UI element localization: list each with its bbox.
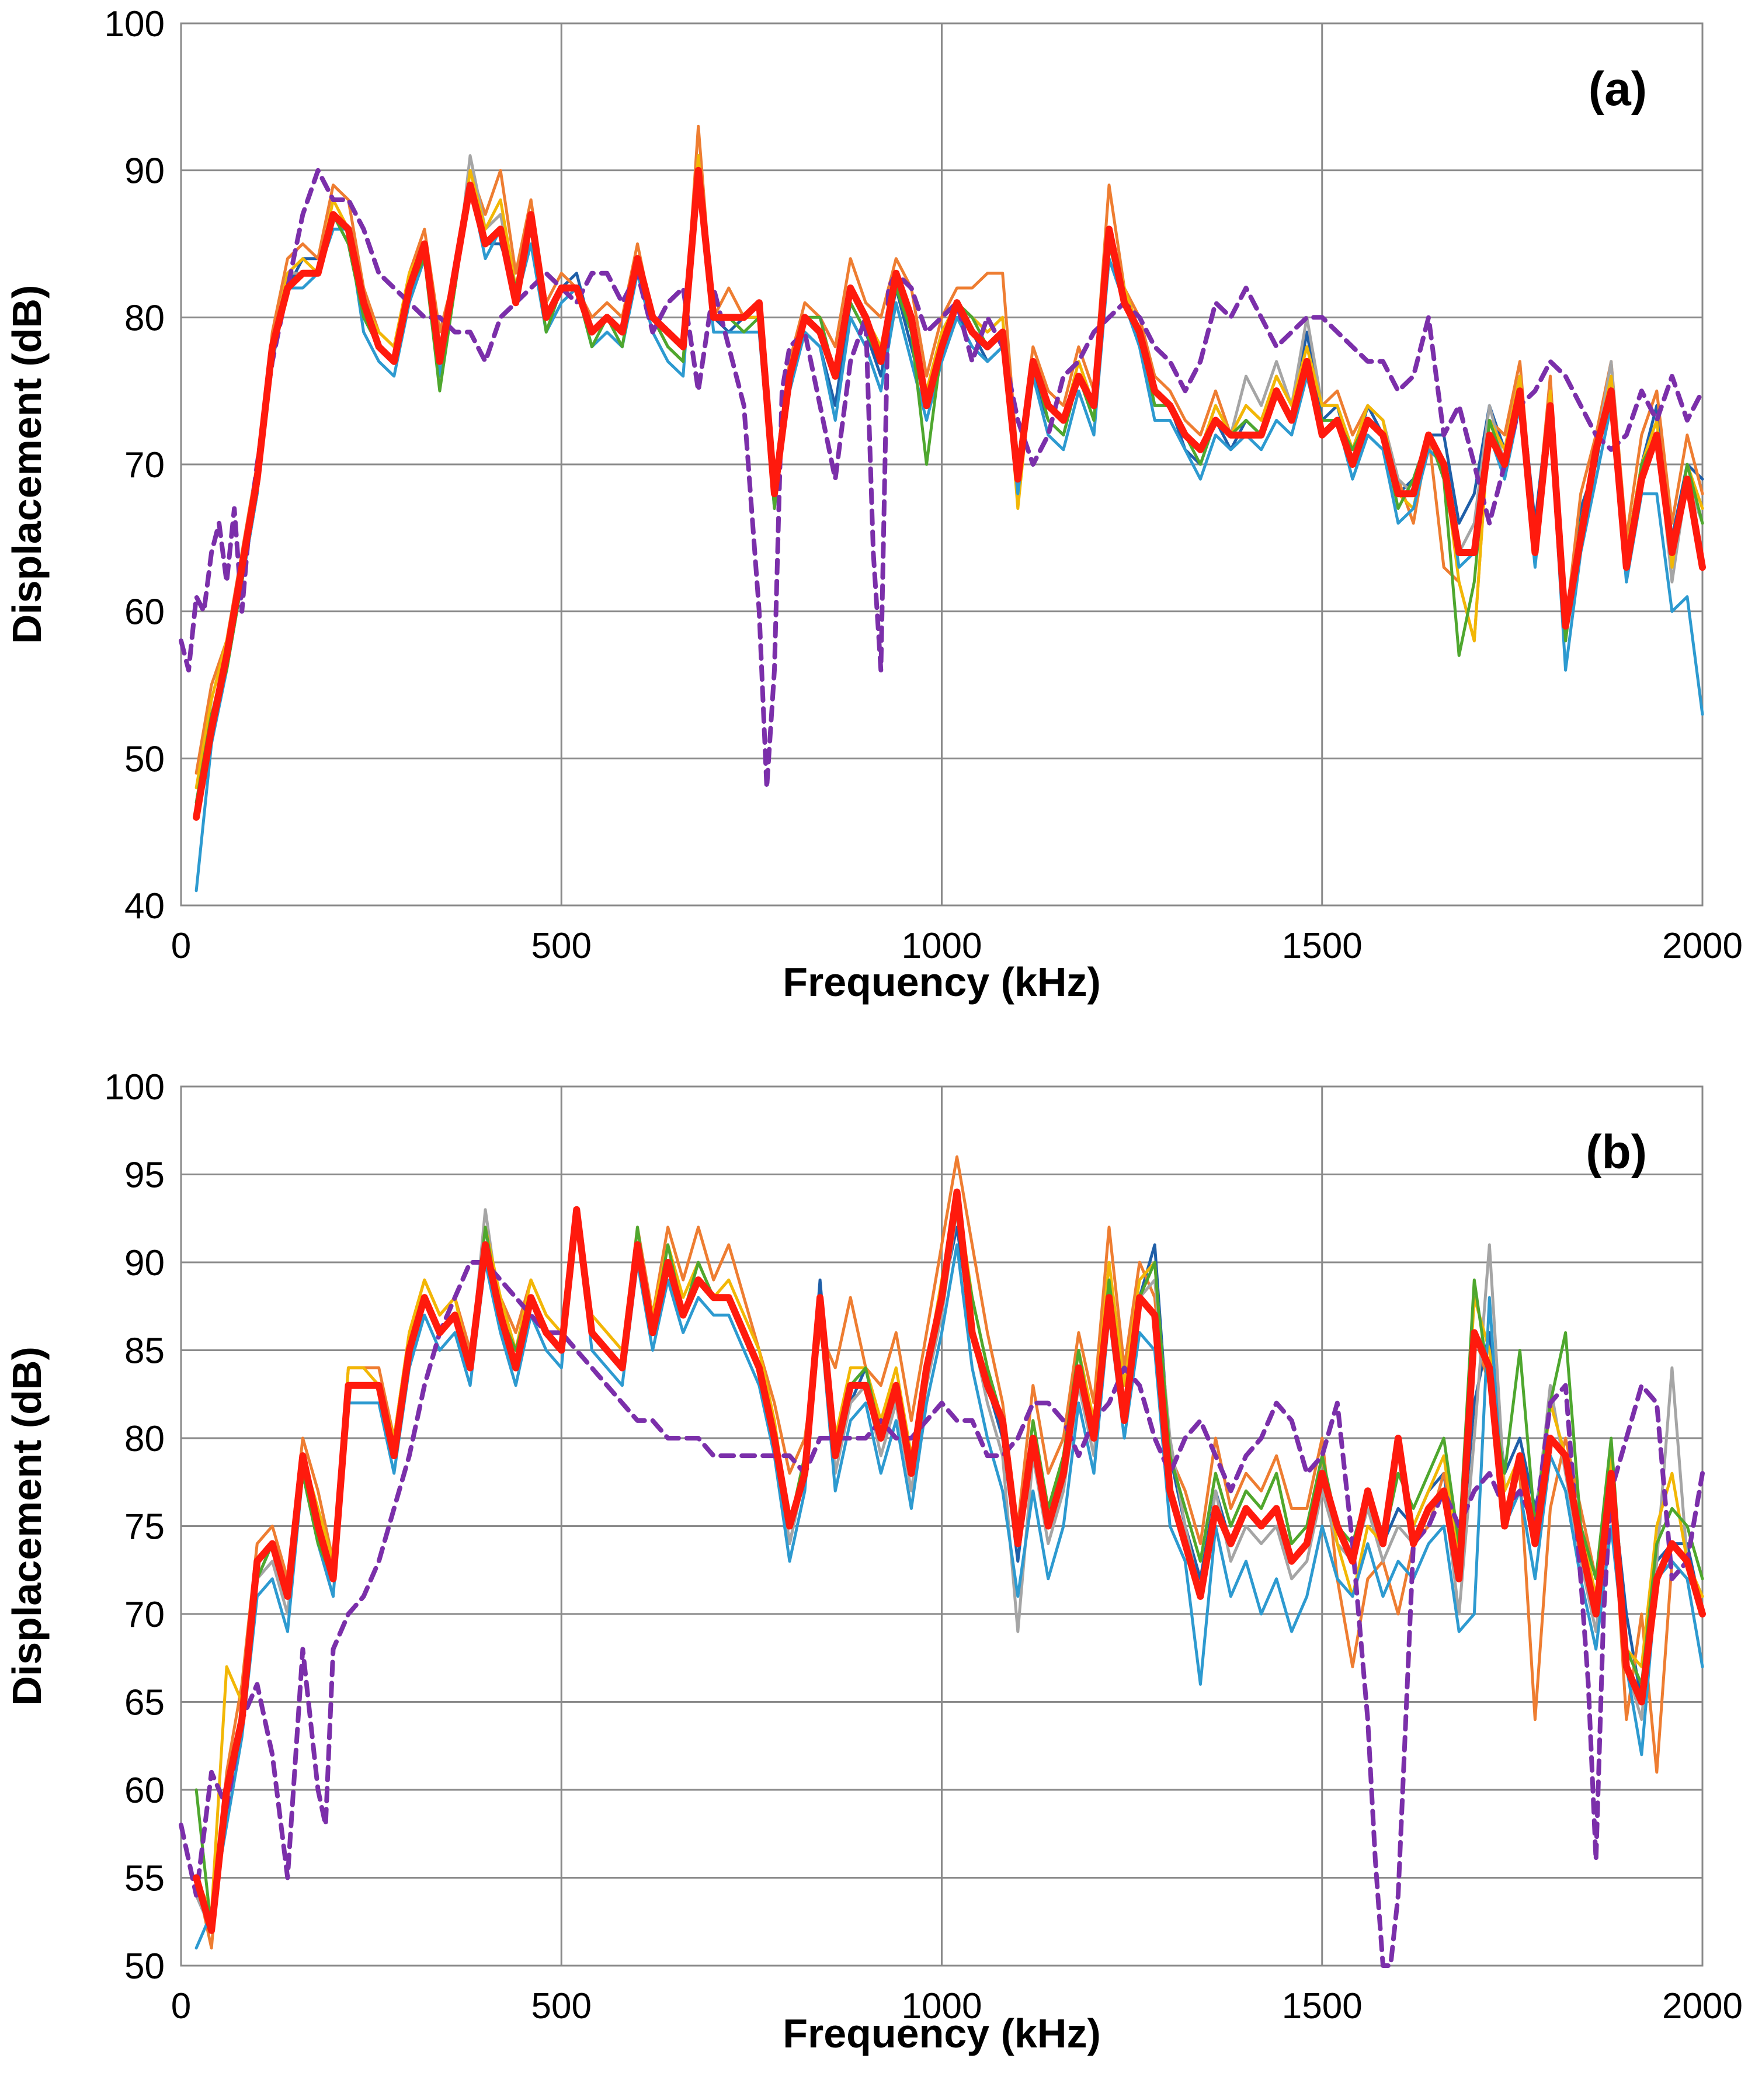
x-tick-label: 1000	[902, 926, 982, 966]
chart-panel-b: 50 55 60 65 70 75 80 85 90 95 100 0 500 1000 1500 2000…	[4, 1067, 1743, 2056]
series-line-red	[193, 166, 1706, 821]
x-tick-label: 1000	[902, 1986, 982, 2026]
plot-area-frame	[180, 22, 1704, 907]
y-tick-label: 70	[124, 1595, 165, 1635]
y-tick-label: 80	[124, 298, 165, 338]
chart-panel-a: 40 50 60 70 80 90 100 0 500 1000 1500 2000 Frequen…	[4, 4, 1743, 1005]
x-tick-label: 2000	[1662, 1986, 1743, 2026]
y-tick-label: 55	[124, 1859, 165, 1899]
y-tick-label: 100	[105, 1067, 165, 1108]
y-tick-label: 75	[124, 1507, 165, 1547]
y-axis-title: Displacement (dB)	[4, 285, 50, 644]
y-tick-label: 65	[124, 1683, 165, 1723]
y-tick-label: 100	[105, 4, 165, 44]
x-tick-label: 500	[531, 926, 592, 966]
y-tick-label: 60	[124, 1771, 165, 1811]
x-tick-label: 2000	[1662, 926, 1743, 966]
y-tick-label: 80	[124, 1419, 165, 1459]
y-tick-label: 40	[124, 886, 165, 926]
series-line-red	[193, 1188, 1706, 1934]
x-tick-label: 0	[171, 1986, 191, 2026]
plot-area-frame	[180, 1085, 1704, 1967]
y-tick-label: 95	[124, 1155, 165, 1196]
y-tick-label: 60	[124, 592, 165, 633]
panel-label: (a)	[1589, 63, 1647, 116]
x-tick-label: 1500	[1282, 1986, 1363, 2026]
x-axis-title: Frequency (kHz)	[783, 2011, 1101, 2056]
x-tick-label: 500	[531, 1986, 592, 2026]
series-line-light-blue	[194, 1208, 1704, 1950]
y-tick-label: 85	[124, 1331, 165, 1372]
series-layer	[179, 1155, 1706, 1968]
y-axis-title: Displacement (dB)	[4, 1346, 50, 1706]
y-tick-label: 70	[124, 445, 165, 485]
y-tick-label: 50	[124, 1946, 165, 1987]
y-tick-label: 50	[124, 739, 165, 779]
series-layer	[179, 124, 1706, 893]
y-tick-label: 90	[124, 1243, 165, 1283]
x-tick-labels: 0 500 1000 1500 2000	[171, 926, 1743, 966]
panel-label: (b)	[1586, 1126, 1647, 1179]
series-line-purple-dashed	[179, 168, 1705, 790]
x-tick-label: 1500	[1282, 926, 1363, 966]
y-tick-labels: 40 50 60 70 80 90 100	[105, 4, 165, 926]
x-axis-title: Frequency (kHz)	[783, 959, 1101, 1005]
y-tick-labels: 50 55 60 65 70 75 80 85 90 95 100	[105, 1067, 165, 1987]
x-tick-labels: 0 500 1000 1500 2000	[171, 1986, 1743, 2026]
x-tick-label: 0	[171, 926, 191, 966]
y-tick-label: 90	[124, 151, 165, 192]
